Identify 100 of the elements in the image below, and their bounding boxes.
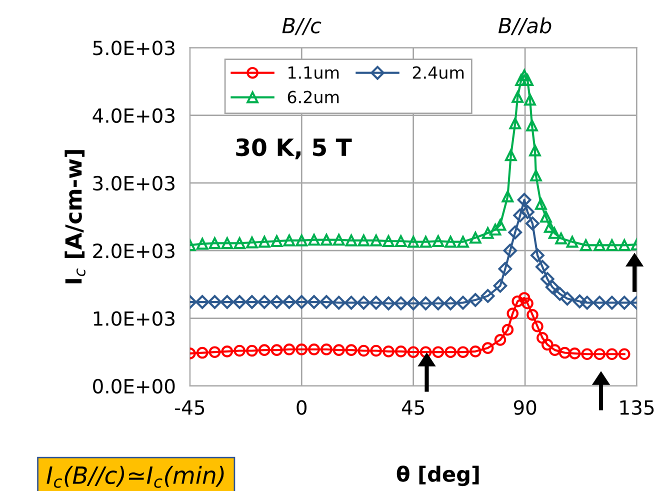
point [208, 237, 221, 250]
point [502, 190, 514, 202]
point [526, 308, 538, 321]
point [581, 348, 594, 360]
point [548, 227, 560, 239]
point [526, 120, 538, 132]
text: B//ab [498, 17, 552, 36]
y-tick-label: 0.0E+00 [93, 378, 175, 394]
point [283, 343, 296, 356]
x-tick-label: 0 [296, 400, 307, 415]
point [536, 260, 550, 274]
legend-label: 6.2um [288, 90, 339, 104]
point [548, 344, 561, 356]
point [432, 235, 444, 248]
point [308, 343, 320, 356]
annotation: 30 K, 5 T [236, 138, 352, 160]
point [382, 296, 396, 310]
point [489, 224, 502, 236]
point [418, 296, 433, 310]
point [505, 149, 517, 162]
point [407, 346, 420, 358]
legend-label: 1.1um [288, 66, 339, 79]
point [245, 295, 259, 309]
point [530, 248, 544, 262]
point [592, 296, 606, 310]
point [296, 343, 308, 356]
point [541, 338, 554, 351]
point [457, 236, 469, 248]
point [568, 348, 581, 360]
point [406, 296, 420, 310]
point [555, 232, 567, 244]
point [494, 218, 506, 231]
point [320, 343, 332, 356]
point [520, 205, 534, 219]
point [358, 344, 370, 357]
point [345, 234, 358, 246]
point [502, 324, 514, 336]
point [444, 296, 458, 310]
point [457, 346, 469, 358]
point [208, 346, 221, 358]
point [356, 296, 371, 310]
point [394, 296, 408, 310]
point [580, 239, 592, 252]
point [345, 344, 358, 356]
point [234, 237, 246, 250]
point [220, 295, 234, 309]
text: I$_{c}$(B//c)≃I$_{c}$(min) [46, 466, 224, 488]
point [594, 348, 606, 360]
point [407, 236, 420, 248]
y-tick-label: 5.0E+03 [93, 40, 174, 56]
point [606, 348, 618, 360]
point [498, 262, 512, 276]
point [370, 234, 382, 246]
point [618, 348, 630, 360]
point [524, 94, 536, 106]
point [512, 91, 524, 103]
point [246, 236, 258, 248]
point [344, 296, 358, 310]
point [420, 236, 432, 248]
legend-label: 2.4um [412, 66, 464, 79]
point [594, 239, 606, 252]
point [358, 234, 370, 246]
point [196, 346, 208, 359]
point [221, 237, 234, 250]
point [270, 295, 284, 309]
point [617, 296, 632, 310]
x-tick-label: 135 [620, 400, 654, 415]
point [536, 332, 548, 344]
point [395, 235, 407, 248]
point [535, 198, 547, 210]
point [195, 295, 210, 309]
point [370, 344, 382, 357]
point [566, 236, 578, 248]
point [234, 344, 246, 357]
x-tick-label: 90 [514, 400, 536, 415]
point [196, 238, 208, 250]
point [444, 346, 456, 358]
point [283, 234, 296, 246]
point [420, 346, 432, 358]
point [512, 295, 524, 308]
point [482, 227, 494, 239]
point [232, 295, 246, 309]
point [540, 272, 554, 286]
point [518, 292, 530, 304]
point [509, 118, 522, 130]
point [506, 308, 519, 320]
point [558, 346, 571, 359]
point [530, 170, 542, 182]
point [294, 295, 309, 309]
point [296, 234, 308, 246]
point [522, 297, 534, 310]
x-tick-label: -45 [174, 400, 204, 415]
x-tick-label: 45 [402, 400, 424, 415]
point [221, 346, 234, 358]
point [332, 234, 345, 246]
point [529, 144, 541, 156]
point [308, 234, 320, 246]
text: B//c [282, 18, 322, 36]
point [395, 346, 407, 358]
point [270, 235, 283, 248]
